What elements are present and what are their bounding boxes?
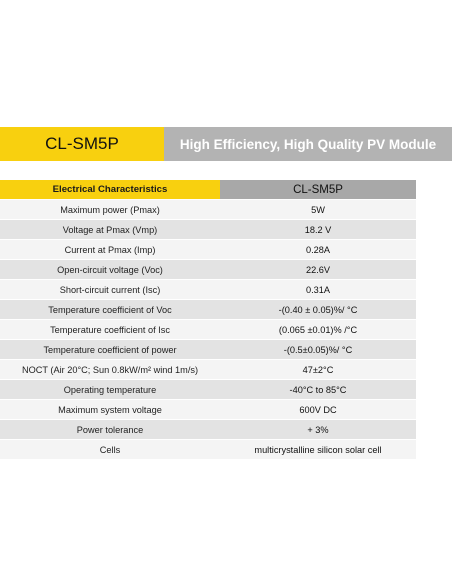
row-value: multicrystalline silicon solar cell (220, 439, 416, 460)
row-value: -(0.40 ± 0.05)%/ °C (220, 299, 416, 320)
row-value: (0.065 ±0.01)% /°C (220, 319, 416, 340)
row-value: 22.6V (220, 259, 416, 280)
table-header-row: Electrical Characteristics CL-SM5P (0, 180, 416, 200)
row-value: 0.28A (220, 239, 416, 260)
table-row: Temperature coefficient of Voc -(0.40 ± … (0, 299, 416, 320)
table-row: Current at Pmax (Imp) 0.28A (0, 239, 416, 260)
row-parameter: Power tolerance (0, 419, 220, 440)
row-value: -(0.5±0.05)%/ °C (220, 339, 416, 360)
table-row: Voltage at Pmax (Vmp) 18.2 V (0, 219, 416, 240)
row-parameter: Temperature coefficient of Voc (0, 299, 220, 320)
model-name: CL-SM5P (0, 127, 164, 161)
table-row: Power tolerance + 3% (0, 419, 416, 440)
table-row: Maximum power (Pmax) 5W (0, 199, 416, 220)
row-parameter: Maximum system voltage (0, 399, 220, 420)
row-value: 0.31A (220, 279, 416, 300)
row-parameter: Maximum power (Pmax) (0, 199, 220, 220)
table-row: Open-circuit voltage (Voc) 22.6V (0, 259, 416, 280)
product-title: High Efficiency, High Quality PV Module (164, 127, 452, 161)
row-parameter: Operating temperature (0, 379, 220, 400)
table-row: Maximum system voltage 600V DC (0, 399, 416, 420)
electrical-characteristics-table: Electrical Characteristics CL-SM5P Maxim… (0, 180, 416, 460)
row-parameter: Current at Pmax (Imp) (0, 239, 220, 260)
table-row: Operating temperature -40°C to 85°C (0, 379, 416, 400)
column-header-model: CL-SM5P (220, 180, 416, 200)
product-header: CL-SM5P High Efficiency, High Quality PV… (0, 127, 452, 161)
row-parameter: Cells (0, 439, 220, 460)
row-value: 5W (220, 199, 416, 220)
row-value: + 3% (220, 419, 416, 440)
row-parameter: NOCT (Air 20°C; Sun 0.8kW/m² wind 1m/s) (0, 359, 220, 380)
column-header-parameter: Electrical Characteristics (0, 180, 220, 200)
row-value: 18.2 V (220, 219, 416, 240)
table-row: Temperature coefficient of Isc (0.065 ±0… (0, 319, 416, 340)
row-parameter: Temperature coefficient of power (0, 339, 220, 360)
table-row: Cells multicrystalline silicon solar cel… (0, 439, 416, 460)
row-value: 47±2°C (220, 359, 416, 380)
row-parameter: Voltage at Pmax (Vmp) (0, 219, 220, 240)
row-parameter: Temperature coefficient of Isc (0, 319, 220, 340)
table-row: Temperature coefficient of power -(0.5±0… (0, 339, 416, 360)
row-parameter: Open-circuit voltage (Voc) (0, 259, 220, 280)
table-row: Short-circuit current (Isc) 0.31A (0, 279, 416, 300)
table-row: NOCT (Air 20°C; Sun 0.8kW/m² wind 1m/s) … (0, 359, 416, 380)
row-parameter: Short-circuit current (Isc) (0, 279, 220, 300)
row-value: 600V DC (220, 399, 416, 420)
row-value: -40°C to 85°C (220, 379, 416, 400)
